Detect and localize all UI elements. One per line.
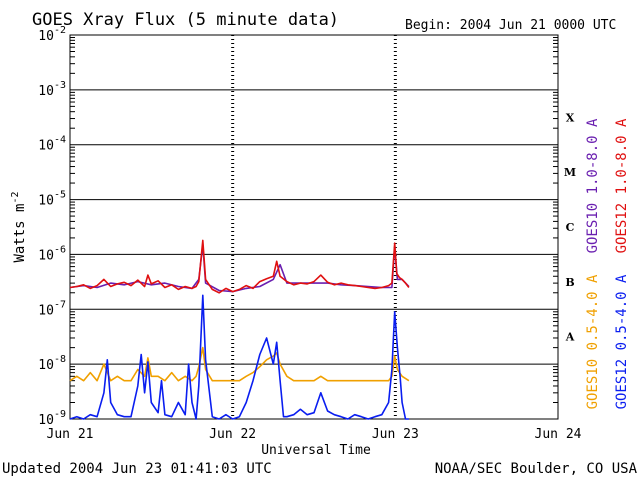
legend-entry: GOES12 0.5-4.0 A [614, 274, 630, 409]
y-axis-label: Watts m-2 [10, 191, 28, 262]
y-tick-label: 10-2 [38, 25, 66, 44]
flare-class-label: M [564, 166, 576, 179]
y-tick-label: 10-6 [38, 244, 66, 263]
flare-class-label: A [565, 331, 575, 344]
chart-title: GOES Xray Flux (5 minute data) [32, 10, 339, 30]
y-tick-label: 10-8 [38, 354, 66, 373]
x-tick-labels: Jun 21 Jun 22 Jun 23 Jun 24 [47, 427, 582, 442]
x-axis-label: Universal Time [261, 443, 371, 458]
flare-class-label: X [566, 111, 575, 124]
legend: GOES10 1.0-8.0 A GOES12 1.0-8.0 A GOES10 0… [585, 118, 630, 409]
flare-class-label: C [566, 221, 575, 234]
flare-class-labels: X M C B A [564, 111, 576, 343]
legend-entry: GOES12 1.0-8.0 A [614, 118, 630, 253]
minor-ticks [70, 37, 558, 403]
y-tick-label: 10-7 [38, 299, 66, 318]
x-tick-label: Jun 24 [535, 427, 582, 442]
series-line [69, 244, 410, 293]
legend-entry: GOES10 0.5-4.0 A [585, 274, 601, 409]
grid-lines [70, 34, 558, 420]
legend-entry: GOES10 1.0-8.0 A [585, 118, 601, 253]
x-tick-label: Jun 23 [372, 427, 419, 442]
series-line [69, 346, 410, 382]
flare-class-label: B [565, 276, 574, 289]
y-tick-label: 10-3 [38, 80, 66, 99]
y-tick-labels: 10-2 10-3 10-4 10-5 10-6 10-7 10-8 10-9 [38, 25, 66, 428]
plot-frame [69, 34, 559, 420]
y-tick-label: 10-5 [38, 190, 66, 209]
begin-date: Begin: 2004 Jun 21 0000 UTC [405, 18, 616, 33]
footer-updated: Updated 2004 Jun 23 01:41:03 UTC [2, 461, 272, 477]
series-line [69, 294, 409, 420]
series-group [69, 239, 410, 420]
day-dividers [231, 35, 397, 419]
x-tick-label: Jun 21 [47, 427, 94, 442]
footer-credit: NOAA/SEC Boulder, CO USA [435, 461, 638, 477]
x-tick-label: Jun 22 [209, 427, 256, 442]
y-tick-label: 10-9 [38, 409, 66, 428]
series-line [69, 239, 410, 294]
y-tick-label: 10-4 [38, 135, 66, 154]
